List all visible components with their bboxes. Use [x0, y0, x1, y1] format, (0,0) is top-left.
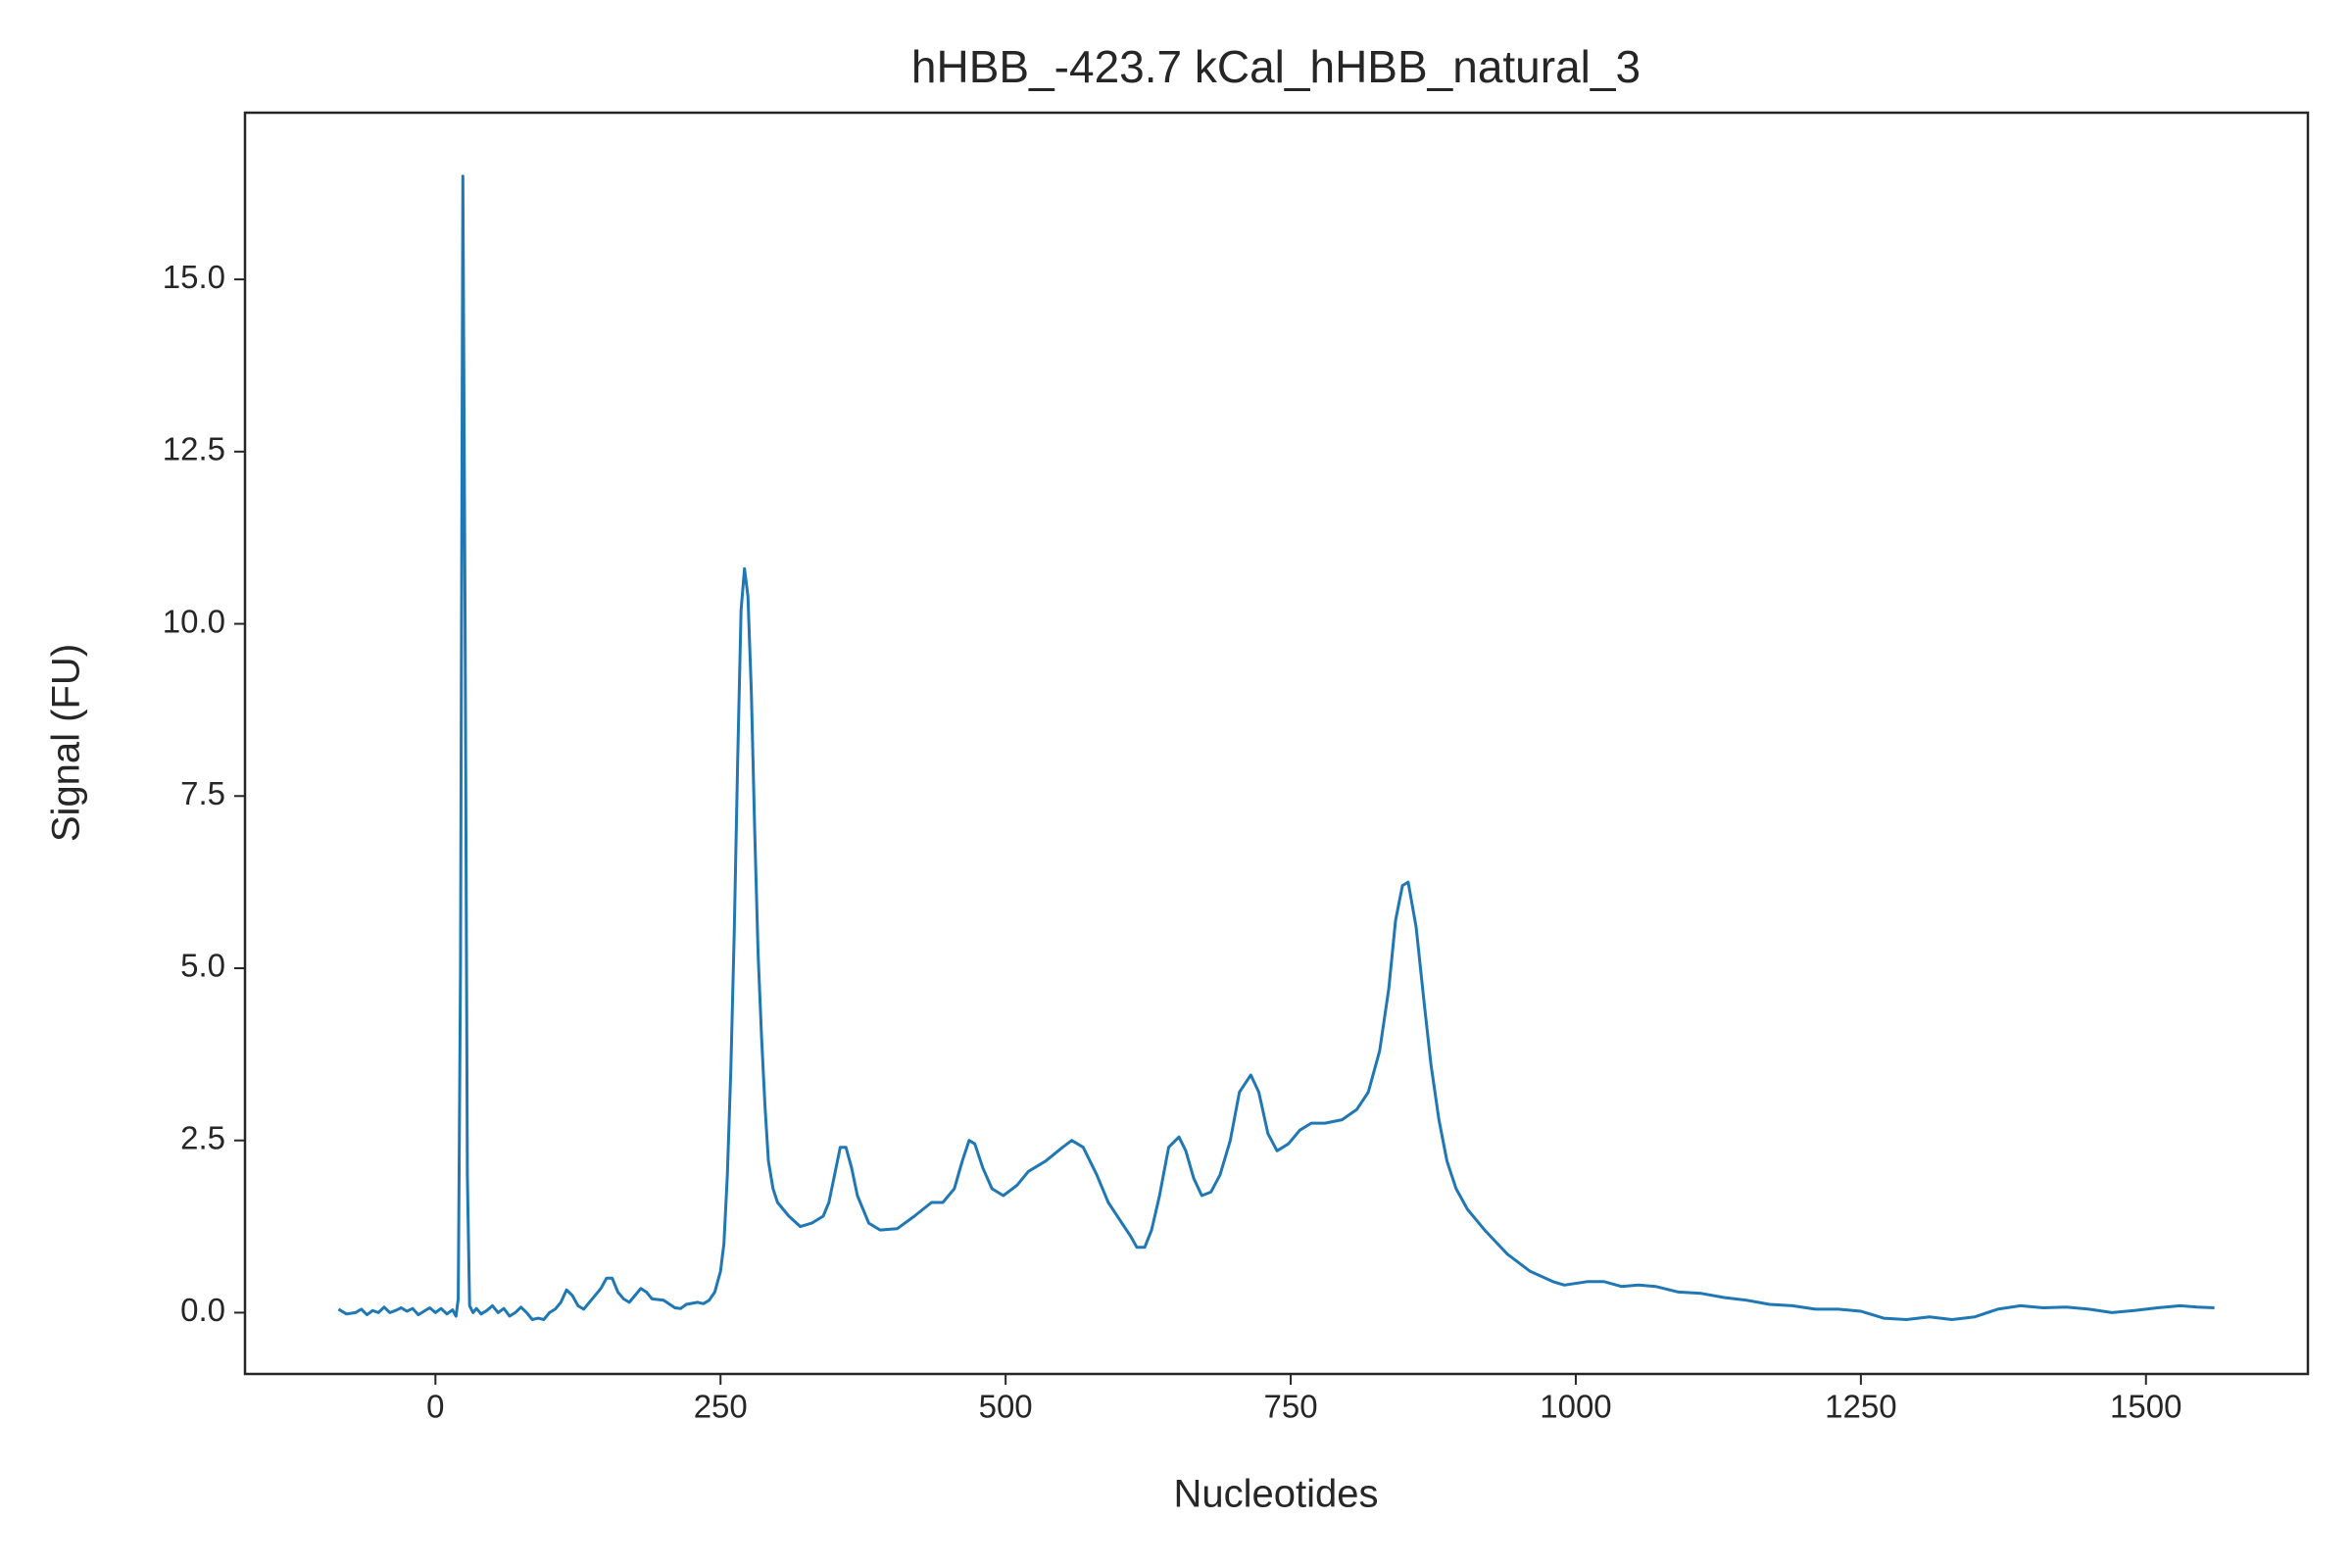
y-tick-label: 12.5 — [163, 431, 225, 467]
plot-frame — [243, 111, 2310, 1376]
y-tick-label: 5.0 — [180, 948, 225, 984]
x-tick-label: 0 — [426, 1389, 444, 1425]
chart-title: hHBB_-423.7 kCal_hHBB_natural_3 — [911, 41, 1641, 92]
x-tick-label: 1500 — [2110, 1389, 2181, 1425]
data-line — [337, 174, 2215, 1321]
y-tick-label: 15.0 — [163, 259, 225, 295]
x-tick-label: 750 — [1264, 1389, 1318, 1425]
y-tick-label: 10.0 — [163, 603, 225, 639]
y-tick-label: 2.5 — [180, 1119, 225, 1155]
y-tick-label: 0.0 — [180, 1292, 225, 1328]
y-tick-label: 7.5 — [180, 775, 225, 811]
x-tick-label: 250 — [694, 1389, 748, 1425]
x-tick-label: 1000 — [1540, 1389, 1611, 1425]
x-tick-label: 500 — [979, 1389, 1033, 1425]
x-axis-label: Nucleotides — [1173, 1473, 1378, 1516]
y-axis-label: Signal (FU) — [45, 644, 88, 842]
x-tick-label: 1250 — [1825, 1389, 1896, 1425]
